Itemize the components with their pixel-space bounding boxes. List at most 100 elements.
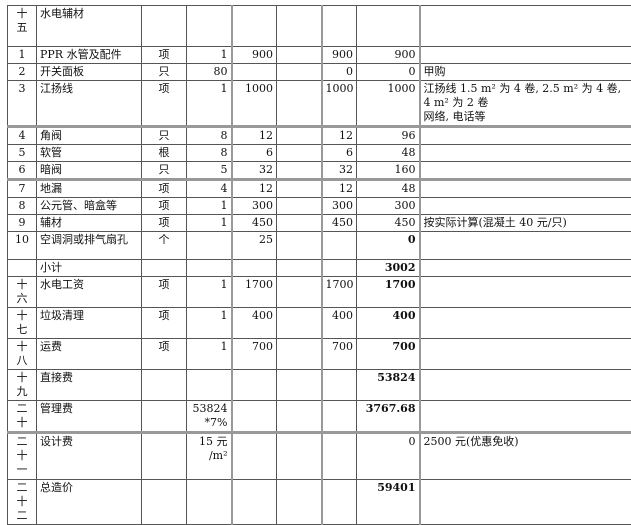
cell-note xyxy=(420,232,631,260)
cell-quantity: 15 元 /m² xyxy=(187,433,232,480)
cell-amount: 900 xyxy=(322,47,357,64)
cell-unit: 项 xyxy=(142,277,187,308)
cell-item-name: 运费 xyxy=(37,339,142,370)
cell-total: 3767.68 xyxy=(357,401,420,433)
cell-item-name: 水电工资 xyxy=(37,277,142,308)
cell-unit-price: 1700 xyxy=(232,277,277,308)
cell-quantity: 8 xyxy=(187,127,232,145)
cell-quantity xyxy=(187,370,232,401)
cell-amount: 450 xyxy=(322,215,357,232)
cell-item-name: 管理费 xyxy=(37,401,142,433)
cell-row-number: 二 十 一 xyxy=(8,433,37,480)
table-row: 十 九直接费 53824 xyxy=(8,370,631,401)
cell-blank xyxy=(277,6,322,47)
cell-unit xyxy=(142,260,187,277)
cell-row-number: 6 xyxy=(8,162,37,180)
cell-row-number: 5 xyxy=(8,145,37,162)
cell-amount: 32 xyxy=(322,162,357,180)
cell-blank xyxy=(277,127,322,145)
cell-unit xyxy=(142,480,187,525)
cell-item-name: 辅材 xyxy=(37,215,142,232)
cell-unit-price xyxy=(232,480,277,525)
cell-row-number: 2 xyxy=(8,64,37,81)
cell-blank xyxy=(277,277,322,308)
cell-unit-price xyxy=(232,401,277,433)
cell-row-number: 3 xyxy=(8,81,37,127)
cell-row-number: 十 九 xyxy=(8,370,37,401)
cell-note xyxy=(420,127,631,145)
cell-unit xyxy=(142,433,187,480)
cell-quantity: 1 xyxy=(187,198,232,215)
cell-note xyxy=(420,339,631,370)
cell-note xyxy=(420,401,631,433)
cell-blank xyxy=(277,308,322,339)
cell-unit-price: 25 xyxy=(232,232,277,260)
cell-unit-price: 12 xyxy=(232,180,277,198)
cell-quantity xyxy=(187,6,232,47)
cell-row-number: 8 xyxy=(8,198,37,215)
cell-unit-price: 700 xyxy=(232,339,277,370)
cell-total: 1700 xyxy=(357,277,420,308)
cell-quantity xyxy=(187,480,232,525)
cell-total: 1000 xyxy=(357,81,420,127)
cell-unit-price xyxy=(232,64,277,81)
cell-blank xyxy=(277,215,322,232)
cell-quantity: 5 xyxy=(187,162,232,180)
cell-item-name: 小计 xyxy=(37,260,142,277)
cell-item-name: 直接费 xyxy=(37,370,142,401)
cell-note: 甲购 xyxy=(420,64,631,81)
cell-row-number: 9 xyxy=(8,215,37,232)
cell-total: 160 xyxy=(357,162,420,180)
cell-total: 3002 xyxy=(357,260,420,277)
cell-unit-price: 6 xyxy=(232,145,277,162)
cell-unit xyxy=(142,401,187,433)
cell-total: 450 xyxy=(357,215,420,232)
cell-item-name: 角阀 xyxy=(37,127,142,145)
cell-note: 按实际计算(混凝土 40 元/只) xyxy=(420,215,631,232)
cell-unit: 只 xyxy=(142,127,187,145)
cell-item-name: 暗阀 xyxy=(37,162,142,180)
cell-quantity: 1 xyxy=(187,81,232,127)
cell-item-name: PPR 水管及配件 xyxy=(37,47,142,64)
cell-quantity: 53824 *7% xyxy=(187,401,232,433)
cell-amount: 0 xyxy=(322,64,357,81)
cell-note xyxy=(420,180,631,198)
cell-item-name: 水电辅材 xyxy=(37,6,142,47)
cell-blank xyxy=(277,232,322,260)
cell-note xyxy=(420,277,631,308)
cell-amount: 12 xyxy=(322,180,357,198)
cell-quantity xyxy=(187,232,232,260)
cell-quantity: 1 xyxy=(187,47,232,64)
table-row: 十 五水电辅材 xyxy=(8,6,631,47)
cell-note xyxy=(420,162,631,180)
cell-item-name: 垃圾清理 xyxy=(37,308,142,339)
cell-amount xyxy=(322,260,357,277)
cell-total: 53824 xyxy=(357,370,420,401)
cell-unit: 项 xyxy=(142,198,187,215)
cell-unit: 只 xyxy=(142,162,187,180)
cell-blank xyxy=(277,180,322,198)
cell-item-name: 总造价 xyxy=(37,480,142,525)
cell-quantity: 80 xyxy=(187,64,232,81)
cell-unit: 项 xyxy=(142,339,187,370)
cell-amount xyxy=(322,370,357,401)
table-row: 小计 3002 xyxy=(8,260,631,277)
cell-amount: 1700 xyxy=(322,277,357,308)
cell-amount: 6 xyxy=(322,145,357,162)
cell-quantity: 4 xyxy=(187,180,232,198)
cell-unit-price: 300 xyxy=(232,198,277,215)
cell-note xyxy=(420,480,631,525)
cell-amount: 400 xyxy=(322,308,357,339)
cell-note xyxy=(420,145,631,162)
cell-quantity xyxy=(187,260,232,277)
cell-total: 700 xyxy=(357,339,420,370)
cell-unit: 根 xyxy=(142,145,187,162)
cell-row-number: 十 七 xyxy=(8,308,37,339)
cell-blank xyxy=(277,198,322,215)
